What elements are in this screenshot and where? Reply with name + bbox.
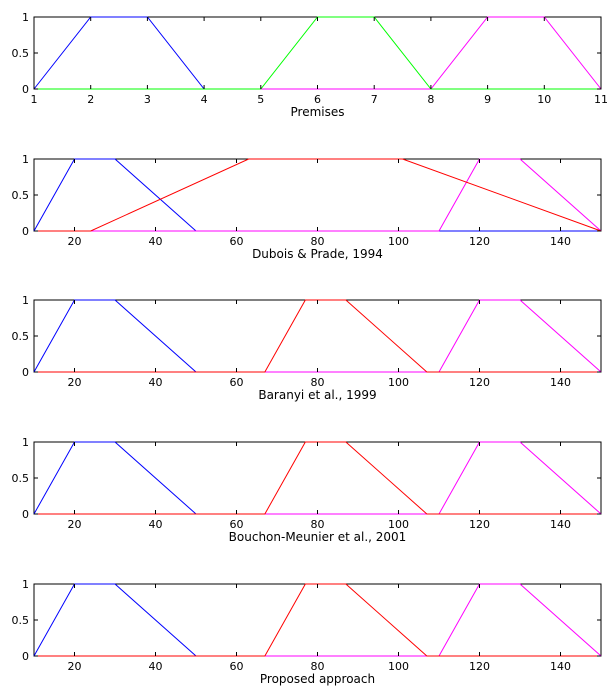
y-tick-label: 0 [22,366,29,379]
y-tick-label: 0.5 [12,330,30,343]
x-tick-label: 7 [371,93,378,106]
series-line-3 [34,16,601,90]
x-tick-label: 120 [469,235,490,248]
series-line-3 [34,158,602,232]
x-tick-label: 8 [427,93,434,106]
x-tick-label: 120 [469,660,490,673]
x-tick-label: 40 [149,660,163,673]
x-tick-label: 20 [68,660,82,673]
chart-panel-3: 20 40 60 80 100 120 140 0 0.5 1 Baranyi et al., 19… [12,294,602,402]
x-tick-label: 60 [230,518,244,531]
axes-box [33,158,602,232]
x-tick-label: 2 [87,93,94,106]
x-tick-label: 80 [311,235,325,248]
x-tick-label: 140 [550,660,571,673]
chart-panel-1: 1 2 3 4 5 6 7 8 9 10 11 0 0.5 1 Premises [12,11,608,119]
x-axis-label: Bouchon-Meunier et al., 2001 [229,530,407,544]
x-tick-label: 100 [388,518,409,531]
series-line-3 [34,299,601,373]
y-tick-label: 1 [22,294,29,307]
x-tick-label: 40 [149,235,163,248]
axes-box [33,16,602,90]
x-tick-label: 80 [311,376,325,389]
x-tick-label: 40 [149,376,163,389]
x-axis-label: Premises [291,105,345,119]
y-tick-label: 0 [22,508,29,521]
x-tick-label: 10 [537,93,551,106]
x-axis-label: Proposed approach [260,672,375,686]
y-tick-label: 0.5 [12,614,30,627]
x-tick-label: 140 [550,235,571,248]
x-tick-label: 9 [484,93,491,106]
series-line-3 [34,441,601,515]
x-tick-label: 3 [144,93,151,106]
y-tick-label: 1 [22,11,29,24]
x-tick-label: 60 [230,235,244,248]
y-tick-label: 1 [22,436,29,449]
axes-box [33,583,602,657]
y-tick-label: 1 [22,578,29,591]
y-tick-label: 0.5 [12,472,30,485]
y-tick-label: 0.5 [12,47,30,60]
x-tick-label: 20 [68,235,82,248]
y-tick-label: 0 [22,83,29,96]
series-line-3 [34,583,601,657]
chart-panel-2: 20 40 60 80 100 120 140 0 0.5 1 Dubois & Prade, 19… [12,153,602,261]
x-tick-label: 11 [594,93,608,106]
x-tick-label: 80 [311,660,325,673]
axes-box [33,441,602,515]
x-tick-label: 140 [550,518,571,531]
y-tick-label: 0 [22,225,29,238]
chart-panel-5: 20 40 60 80 100 120 140 0 0.5 1 Proposed approach [12,578,602,686]
x-tick-label: 140 [550,376,571,389]
x-tick-label: 1 [31,93,38,106]
x-tick-label: 20 [68,376,82,389]
x-tick-label: 100 [388,660,409,673]
y-tick-label: 0 [22,650,29,663]
x-tick-label: 6 [314,93,321,106]
y-tick-label: 1 [22,153,29,166]
x-tick-label: 100 [388,376,409,389]
x-tick-label: 60 [230,660,244,673]
x-tick-label: 120 [469,518,490,531]
x-tick-label: 100 [388,235,409,248]
x-tick-label: 20 [68,518,82,531]
x-tick-label: 80 [311,518,325,531]
x-tick-label: 120 [469,376,490,389]
chart-panel-4: 20 40 60 80 100 120 140 0 0.5 1 Bouchon-Meunier et… [12,436,602,544]
y-tick-label: 0.5 [12,189,30,202]
x-tick-label: 40 [149,518,163,531]
x-tick-label: 4 [201,93,208,106]
axes-box [33,299,602,373]
x-tick-label: 5 [257,93,264,106]
x-axis-label: Baranyi et al., 1999 [258,388,376,402]
x-axis-label: Dubois & Prade, 1994 [252,247,383,261]
x-tick-label: 60 [230,376,244,389]
